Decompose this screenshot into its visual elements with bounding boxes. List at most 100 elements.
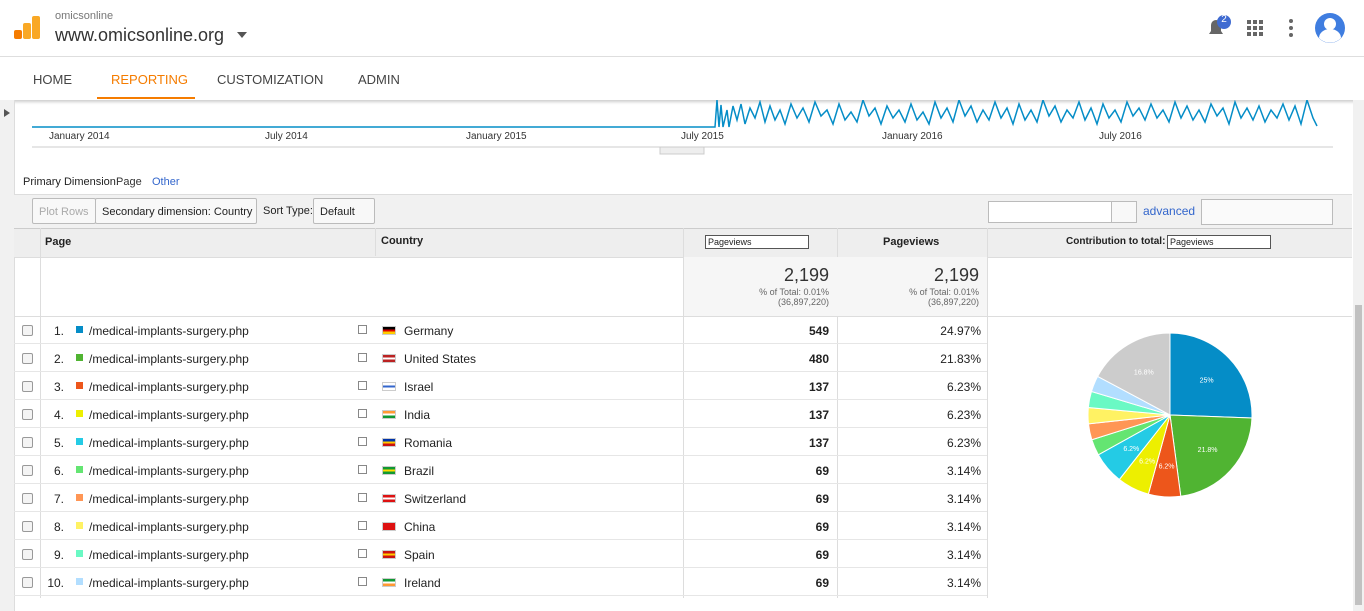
col-contribution: Contribution to total: [1066,236,1166,247]
row-color [76,466,83,473]
row-pageviews: 480 [808,352,829,366]
scroll-thumb[interactable] [1355,305,1362,605]
row [14,512,987,540]
row-checkbox[interactable] [22,465,33,476]
other-dimension[interactable]: Other [152,176,180,188]
expand-arrow[interactable] [4,109,10,117]
col-pageviews[interactable]: Pageviews [883,236,940,248]
row-pageviews: 137 [808,380,829,394]
row-pageviews: 69 [815,548,829,562]
row-page[interactable]: /medical-implants-surgery.php [89,576,249,590]
row-index: 4. [53,408,64,422]
logo [14,16,40,39]
row-index: 8. [53,520,64,534]
row-page[interactable]: /medical-implants-surgery.php [89,492,249,506]
row-index: 3. [53,380,64,394]
nav-tab[interactable]: ADMIN [358,72,400,87]
flag [382,550,396,559]
row-color [76,438,83,445]
open-link-icon[interactable] [358,493,367,502]
row-page[interactable]: /medical-implants-surgery.php [89,464,249,478]
nav-tab[interactable]: REPORTING [111,72,189,87]
x-label: July 2014 [265,131,308,142]
flag [382,354,396,363]
row-page[interactable]: /medical-implants-surgery.php [89,352,249,366]
row-color [76,578,83,585]
flag [382,438,396,447]
pie-chart: 25%21.8%6.2%6.2%6.2%16.8% [1087,332,1253,498]
open-link-icon[interactable] [358,465,367,474]
contribution-select[interactable]: Pageviews [1167,235,1271,249]
row [14,428,987,456]
row-country: United States [404,352,477,366]
menu[interactable] [1289,19,1293,37]
view-switcher[interactable] [1201,199,1333,225]
row-page[interactable]: /medical-implants-surgery.php [89,324,249,338]
col-country[interactable]: Country [381,235,424,247]
x-label: January 2015 [466,131,527,142]
sort-type-label: Sort Type: [263,205,313,217]
row-color [76,354,83,361]
sort-type[interactable]: Default [313,198,375,224]
col-divider [375,228,376,256]
row-checkbox[interactable] [22,437,33,448]
property[interactable]: www.omicsonline.org [55,25,225,45]
row-color [76,550,83,557]
metric-select[interactable]: Pageviews [705,235,809,249]
nav-bar [0,57,1364,100]
open-link-icon[interactable] [358,381,367,390]
nav-tab[interactable]: HOME [33,72,72,87]
row-color [76,382,83,389]
row-checkbox[interactable] [22,521,33,532]
open-link-icon[interactable] [358,325,367,334]
plot-rows[interactable]: Plot Rows [32,198,96,224]
row-checkbox[interactable] [22,409,33,420]
primary-dimension-label: Primary Dimension: [23,176,119,188]
flag [382,410,396,419]
flag [382,494,396,503]
open-link-icon[interactable] [358,409,367,418]
secondary-dimension[interactable]: Secondary dimension: Country [95,198,257,224]
row-page[interactable]: /medical-implants-surgery.php [89,520,249,534]
row-checkbox[interactable] [22,493,33,504]
resize-handle[interactable] [659,146,705,155]
row-page[interactable]: /medical-implants-surgery.php [89,408,249,422]
flag [382,466,396,475]
row-checkbox[interactable] [22,549,33,560]
nav-tab[interactable]: CUSTOMIZATION [217,72,324,87]
row-percent: 21.83% [940,352,981,366]
row-page[interactable]: /medical-implants-surgery.php [89,436,249,450]
open-link-icon[interactable] [358,353,367,362]
advanced-link[interactable]: advanced [1143,204,1196,218]
row-color [76,410,83,417]
open-link-icon[interactable] [358,549,367,558]
notifications[interactable] [1205,14,1231,38]
row-checkbox[interactable] [22,325,33,336]
row-index: 9. [53,548,64,562]
primary-dimension[interactable]: Page [116,176,142,188]
search-button[interactable] [1111,201,1137,223]
row-page[interactable]: /medical-implants-surgery.php [89,380,249,394]
row-country: Germany [404,324,454,338]
col-page[interactable]: Page [45,236,72,248]
row-pageviews: 69 [815,520,829,534]
open-link-icon[interactable] [358,437,367,446]
row-index: 5. [53,436,64,450]
open-link-icon[interactable] [358,521,367,530]
row-checkbox[interactable] [22,577,33,588]
total-percent: % of Total: 0.01% [759,287,829,297]
total-value: 2,199 [933,265,979,285]
row-country: India [404,408,431,422]
row-pageviews: 137 [808,436,829,450]
x-label: July 2015 [681,131,724,142]
row-page[interactable]: /medical-implants-surgery.php [89,548,249,562]
row-pageviews: 69 [815,464,829,478]
row-percent: 3.14% [946,492,981,506]
row-pageviews: 69 [815,492,829,506]
search-box[interactable] [988,201,1112,223]
apps[interactable] [1247,20,1263,36]
row-checkbox[interactable] [22,381,33,392]
open-link-icon[interactable] [358,577,367,586]
avatar[interactable] [1315,13,1345,43]
row-checkbox[interactable] [22,353,33,364]
